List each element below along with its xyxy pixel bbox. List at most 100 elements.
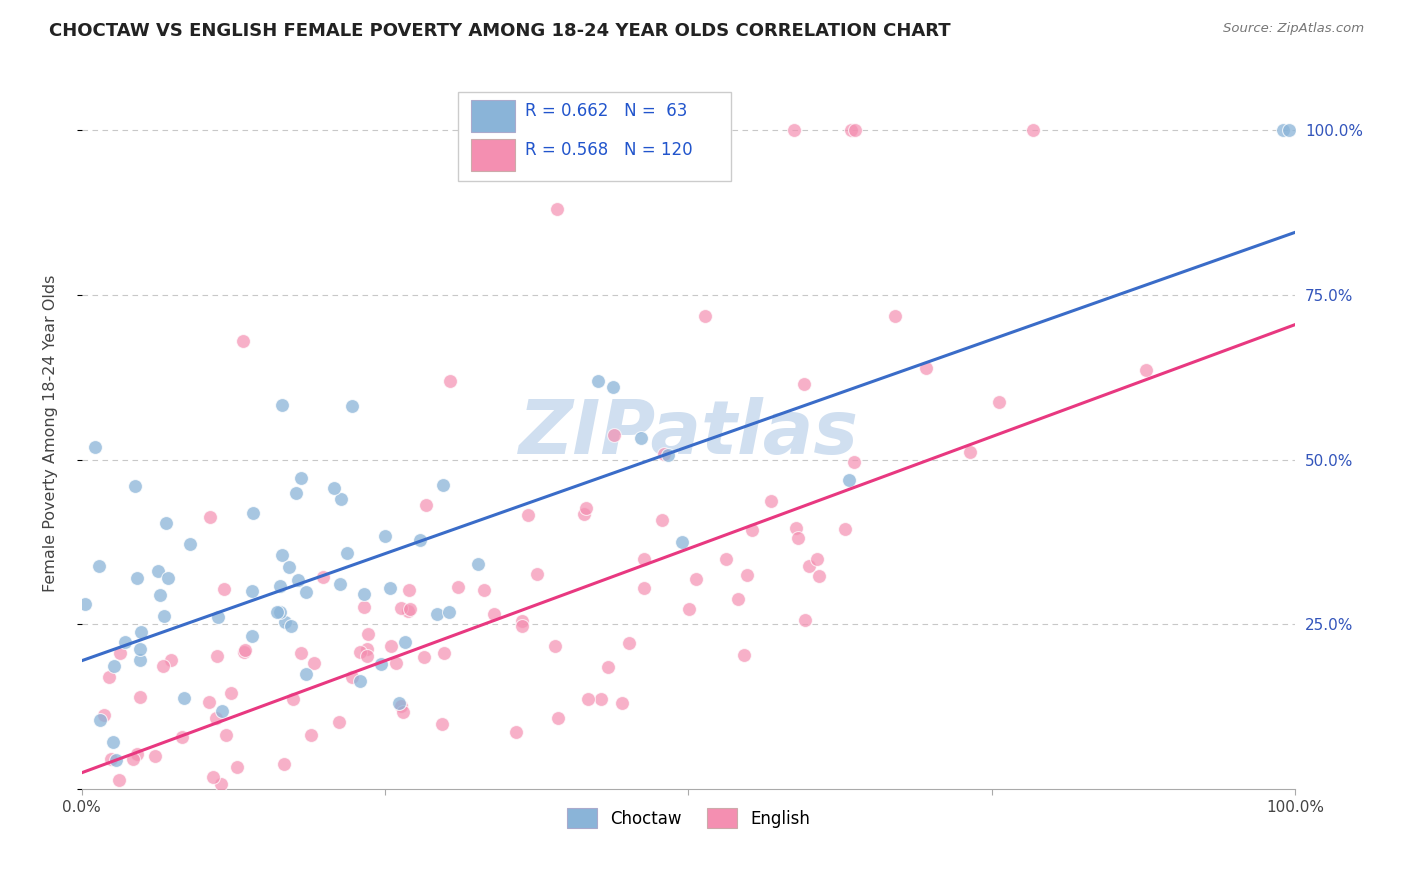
Point xyxy=(290,646,312,660)
Point xyxy=(612,696,634,710)
Point xyxy=(834,522,856,536)
Point xyxy=(103,658,125,673)
Point xyxy=(433,646,456,660)
Point xyxy=(295,666,318,681)
Point xyxy=(75,597,97,611)
FancyBboxPatch shape xyxy=(458,92,731,181)
Text: R = 0.662   N =  63: R = 0.662 N = 63 xyxy=(524,103,688,120)
Point xyxy=(114,634,136,648)
Point xyxy=(396,604,419,618)
Point xyxy=(576,692,599,706)
Legend: Choctaw, English: Choctaw, English xyxy=(560,802,817,834)
Point xyxy=(793,377,815,392)
Point xyxy=(204,710,226,724)
Point xyxy=(219,686,242,700)
Point xyxy=(157,571,180,585)
Point xyxy=(80,814,103,828)
Point xyxy=(103,735,125,749)
Point xyxy=(299,728,322,742)
Point xyxy=(380,639,402,653)
Text: CHOCTAW VS ENGLISH FEMALE POVERTY AMONG 18-24 YEAR OLDS CORRELATION CHART: CHOCTAW VS ENGLISH FEMALE POVERTY AMONG … xyxy=(49,22,950,40)
Point xyxy=(330,492,353,507)
Point xyxy=(786,531,808,545)
Point xyxy=(209,777,232,791)
FancyBboxPatch shape xyxy=(471,100,515,132)
Point xyxy=(104,815,127,830)
Point xyxy=(336,546,359,560)
Point xyxy=(482,607,505,622)
Point xyxy=(807,568,830,582)
Point xyxy=(596,660,619,674)
Point xyxy=(322,481,344,495)
Point xyxy=(380,581,402,595)
Point xyxy=(143,748,166,763)
Point xyxy=(432,716,454,731)
Point xyxy=(97,670,120,684)
Point xyxy=(105,753,128,767)
Point xyxy=(197,815,219,830)
Point xyxy=(127,571,149,585)
Point xyxy=(302,656,325,670)
Point xyxy=(100,752,122,766)
Point xyxy=(269,605,291,619)
Point xyxy=(266,605,288,619)
Point xyxy=(125,815,148,830)
Point xyxy=(391,699,413,714)
Point xyxy=(447,580,470,594)
Point xyxy=(678,601,700,615)
Point xyxy=(353,587,375,601)
Point xyxy=(270,549,292,563)
Point xyxy=(353,600,375,615)
Point xyxy=(155,516,177,531)
Point xyxy=(398,582,420,597)
Point xyxy=(146,564,169,578)
Point xyxy=(125,747,148,761)
Point xyxy=(408,533,430,547)
Point xyxy=(395,815,418,830)
Point xyxy=(247,792,270,806)
Point xyxy=(145,808,167,822)
Y-axis label: Female Poverty Among 18-24 Year Olds: Female Poverty Among 18-24 Year Olds xyxy=(44,275,58,592)
Point xyxy=(340,400,363,414)
Point xyxy=(173,691,195,706)
Point xyxy=(349,673,371,688)
Point xyxy=(844,123,866,137)
Point xyxy=(1022,123,1045,137)
Point xyxy=(329,576,352,591)
Point xyxy=(124,479,146,493)
Point xyxy=(727,591,749,606)
Point xyxy=(294,584,316,599)
Point xyxy=(389,601,412,615)
Point xyxy=(657,448,679,462)
Point xyxy=(588,374,610,388)
Point xyxy=(153,789,176,804)
Point xyxy=(603,428,626,442)
Point xyxy=(232,334,254,348)
Point xyxy=(794,613,817,627)
Point xyxy=(633,552,655,566)
Point xyxy=(439,374,461,388)
Point xyxy=(129,653,152,667)
Point xyxy=(392,705,415,719)
Point xyxy=(207,610,229,624)
Point xyxy=(914,361,936,376)
Point xyxy=(226,760,249,774)
Point xyxy=(783,123,806,137)
Point xyxy=(84,440,107,454)
Point xyxy=(152,658,174,673)
Point xyxy=(394,634,416,648)
Point xyxy=(884,309,907,323)
Point xyxy=(129,642,152,657)
Point xyxy=(1135,363,1157,377)
Point xyxy=(124,815,146,830)
Point xyxy=(510,619,533,633)
Point xyxy=(510,614,533,628)
Point xyxy=(693,310,716,324)
Point xyxy=(205,648,228,663)
Point xyxy=(290,471,312,485)
Point xyxy=(546,202,568,217)
Point xyxy=(574,501,596,516)
Point xyxy=(242,506,264,520)
Point xyxy=(467,557,489,571)
Point xyxy=(399,601,422,615)
